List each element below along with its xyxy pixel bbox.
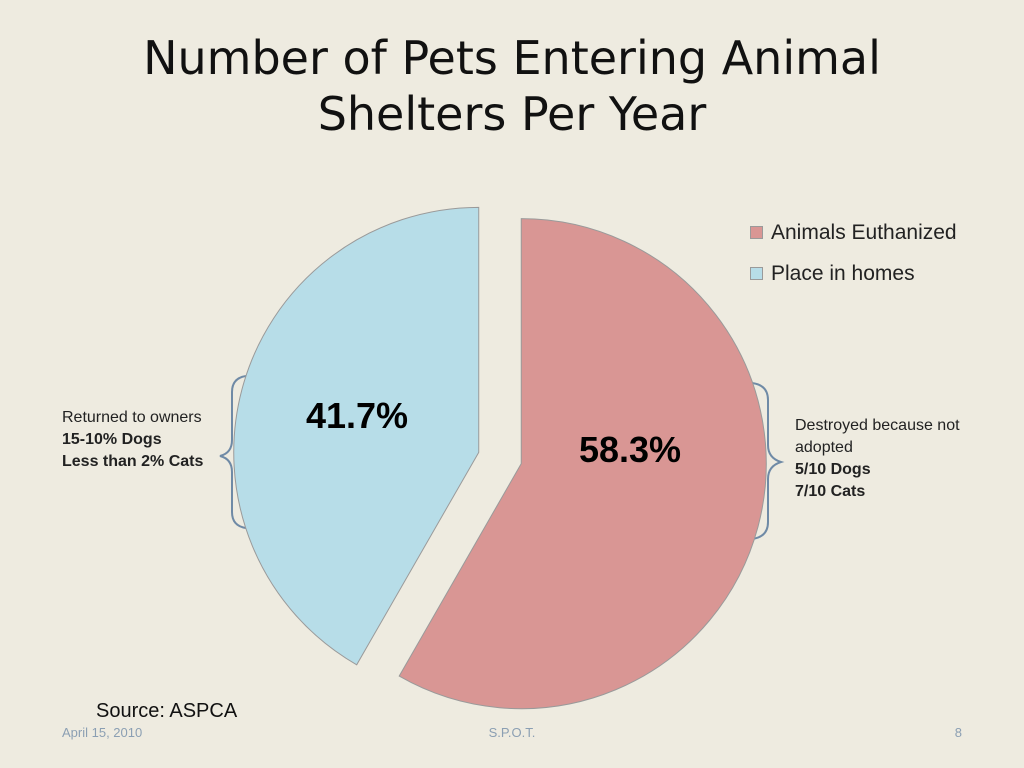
note-right-line-1: Destroyed because not: [795, 417, 960, 434]
slice-label-homes: 41.7%: [306, 395, 408, 436]
note-right-line-2: adopted: [795, 439, 853, 456]
legend-item-euthanized: Animals Euthanized: [750, 212, 957, 253]
destroyed-note: Destroyed because not adopted 5/10 Dogs …: [795, 415, 995, 503]
slide-title: Number of Pets Entering Animal Shelters …: [0, 30, 1024, 142]
legend-swatch-euthanized: [750, 226, 763, 239]
footer-page-number: 8: [954, 725, 962, 740]
returned-to-owners-note: Returned to owners 15-10% Dogs Less than…: [62, 407, 232, 473]
legend-label-homes: Place in homes: [771, 261, 915, 285]
chart-legend: Animals Euthanized Place in homes: [750, 212, 957, 294]
slice-homes: [233, 206, 480, 666]
slide-title-line-2: Shelters Per Year: [317, 87, 707, 141]
note-right-line-4: 7/10 Cats: [795, 483, 866, 500]
legend-swatch-homes: [750, 267, 763, 280]
footer-org: S.P.O.T.: [488, 725, 536, 740]
source-caption: Source: ASPCA: [96, 700, 238, 722]
note-left-line-1: Returned to owners: [62, 409, 202, 426]
legend-label-euthanized: Animals Euthanized: [771, 220, 957, 244]
right-brace: [751, 382, 785, 540]
slice-label-euthanized: 58.3%: [579, 429, 681, 470]
left-brace: [219, 375, 247, 529]
note-right-line-3: 5/10 Dogs: [795, 461, 871, 478]
slice-euthanized: [398, 218, 767, 710]
footer-date: April 15, 2010: [62, 725, 143, 740]
legend-item-homes: Place in homes: [750, 253, 957, 294]
note-left-line-3: Less than 2% Cats: [62, 453, 204, 470]
note-left-line-2: 15-10% Dogs: [62, 431, 162, 448]
slide-title-line-1: Number of Pets Entering Animal: [143, 31, 881, 85]
